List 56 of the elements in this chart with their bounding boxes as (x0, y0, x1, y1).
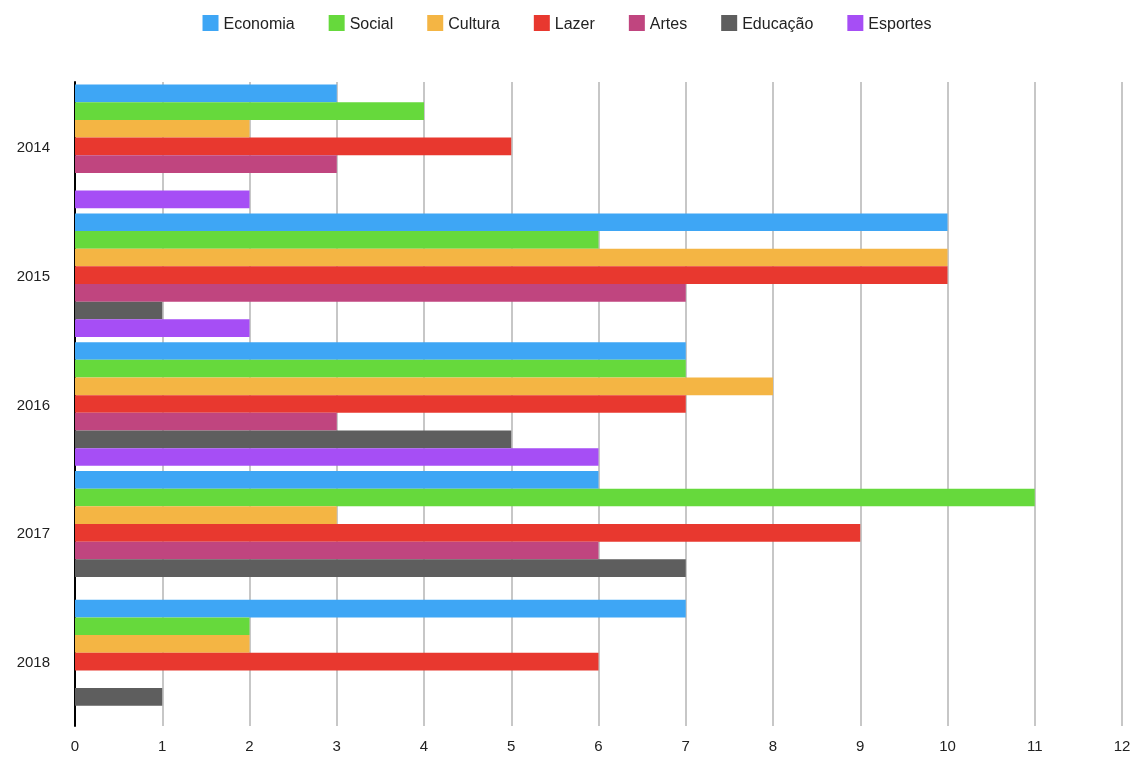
bar (75, 284, 686, 302)
bar (75, 506, 337, 524)
x-tick-label: 6 (594, 737, 603, 754)
x-tick-label: 11 (1026, 737, 1043, 754)
y-tick-label: 2018 (16, 653, 50, 671)
legend-label: Cultura (448, 14, 500, 32)
bar (75, 155, 337, 173)
x-tick-label: 10 (939, 737, 956, 754)
bar (75, 617, 250, 636)
legend-label: Lazer (554, 14, 596, 32)
bar (75, 102, 424, 120)
x-tick-label: 4 (419, 737, 429, 754)
x-tick-label: 8 (768, 737, 778, 754)
bar (75, 430, 512, 449)
x-tick-label: 3 (332, 737, 341, 754)
legend-label: Economia (223, 14, 295, 32)
bar (75, 266, 948, 285)
bar (75, 448, 599, 466)
x-tick-label: 5 (507, 737, 516, 754)
bar (75, 84, 337, 103)
bar (75, 248, 948, 267)
x-tick-label: 9 (856, 737, 865, 754)
y-tick-label: 2014 (16, 137, 50, 155)
bar (75, 599, 686, 618)
bar (75, 377, 773, 396)
legend-label: Artes (649, 14, 688, 32)
bar (75, 119, 250, 138)
legend-label: Social (349, 14, 394, 32)
bar (75, 412, 337, 431)
y-tick-label: 2017 (16, 524, 50, 542)
bar (75, 231, 599, 249)
x-tick-label: 0 (70, 737, 80, 754)
legend-label: Esportes (868, 14, 932, 32)
x-tick-label: 1 (158, 737, 167, 754)
bar (75, 688, 163, 706)
y-tick-label: 2015 (16, 266, 50, 284)
y-tick-label: 2016 (16, 395, 50, 413)
bar (75, 559, 686, 577)
bar (75, 342, 686, 360)
bar (75, 488, 1035, 507)
bar (75, 319, 250, 338)
bar (75, 301, 163, 320)
bar (75, 635, 250, 653)
bar (75, 359, 686, 378)
bar (75, 137, 512, 156)
legend-label: Educação (742, 14, 814, 32)
x-tick-label: 2 (245, 737, 254, 754)
bar (75, 213, 948, 232)
bar (75, 523, 861, 542)
x-tick-label: 12 (1113, 737, 1131, 754)
bar (75, 190, 250, 209)
x-tick-label: 7 (681, 737, 690, 754)
bar (75, 395, 686, 413)
bar (75, 541, 599, 560)
bar (75, 652, 599, 671)
bar (75, 470, 599, 489)
